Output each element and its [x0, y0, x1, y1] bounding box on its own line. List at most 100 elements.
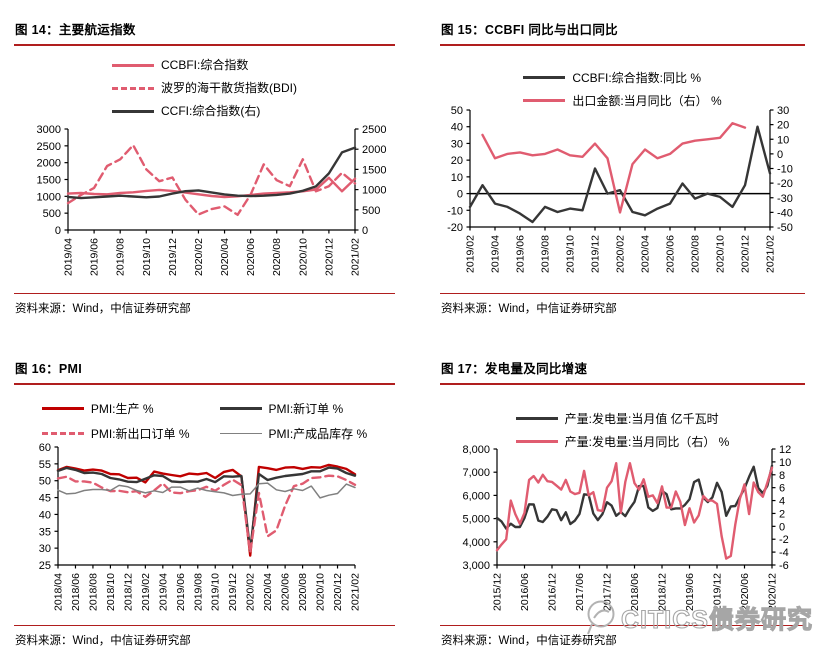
figure-17-title: 图 17：发电量及同比增速	[440, 358, 805, 385]
svg-text:500: 500	[43, 208, 61, 220]
legend-item: CCBFI:综合指数	[112, 58, 248, 72]
legend-item: 出口金额:当月同比（右） %	[523, 94, 722, 108]
legend-item: PMI:新出口订单 %	[41, 427, 190, 441]
figure-16-line-chart: 60 55 50 45 40 35 30 25 2018/04 2018/06 2018/08 201…	[14, 441, 395, 630]
svg-text:2019/12: 2019/12	[167, 238, 179, 276]
svg-text:-10: -10	[447, 205, 463, 217]
svg-text:6: 6	[779, 483, 785, 495]
svg-text:2500: 2500	[37, 141, 61, 153]
svg-text:2020/02: 2020/02	[615, 235, 627, 273]
svg-text:-10: -10	[777, 164, 793, 176]
legend-label: CCBFI:综合指数:同比 %	[572, 70, 702, 85]
svg-text:2020/04: 2020/04	[262, 573, 274, 611]
svg-text:2019/02: 2019/02	[465, 235, 477, 273]
svg-text:30: 30	[777, 105, 789, 117]
svg-text:-2: -2	[779, 534, 789, 546]
chart-canvas: 3000 2500 2000 1500 1000 500 0 2500 2000 1500 1000…	[37, 124, 387, 276]
svg-text:2020/10: 2020/10	[315, 573, 327, 611]
svg-text:2018/12: 2018/12	[657, 573, 669, 611]
svg-text:45: 45	[39, 493, 51, 505]
figure-16-panel: 图 16：PMI PMI:生产 % PMI:新订单 % PMI:新出口订单 % PMI…	[14, 345, 395, 652]
svg-text:1500: 1500	[37, 175, 61, 187]
svg-text:2000: 2000	[362, 144, 386, 156]
svg-text:2019/06: 2019/06	[684, 573, 696, 611]
legend-item: PMI:新订单 %	[219, 401, 368, 416]
figure-14-legend: CCBFI:综合指数 波罗的海干散货指数(BDI) CCFI:综合指数(右)	[14, 58, 395, 118]
svg-text:0: 0	[779, 521, 785, 533]
svg-text:2019/08: 2019/08	[115, 238, 127, 276]
svg-text:2020/04: 2020/04	[219, 238, 231, 276]
source-divider	[440, 625, 805, 626]
svg-text:-40: -40	[777, 207, 793, 219]
svg-text:55: 55	[39, 459, 51, 471]
svg-text:2019/10: 2019/10	[565, 235, 577, 273]
svg-text:2021/02: 2021/02	[765, 235, 777, 273]
svg-text:2019/06: 2019/06	[515, 235, 527, 273]
svg-text:2020/08: 2020/08	[690, 235, 702, 273]
citics-watermark: CITICS债券研究	[584, 599, 813, 637]
svg-text:2016/06: 2016/06	[519, 573, 531, 611]
figure-14-panel: 图 14：主要航运指数 CCBFI:综合指数 波罗的海干散货指数(BDI) CCFI…	[14, 6, 395, 318]
source-note: 资料来源：Wind，中信证券研究部	[441, 635, 617, 647]
watermark-text: CITICS债券研究	[620, 605, 813, 634]
chart-canvas: 8,0007,0006,0005,0004,0003,000121086420-…	[462, 444, 791, 611]
svg-text:2018/06: 2018/06	[70, 573, 82, 611]
figure-14-line-chart: 3000 2500 2000 1500 1000 500 0 2500 2000 1500 1000…	[14, 114, 395, 297]
legend-line-sample	[112, 109, 154, 113]
legend-line-sample	[523, 99, 566, 102]
legend-label: PMI:生产 %	[90, 401, 154, 416]
svg-text:2019/08: 2019/08	[192, 573, 204, 611]
svg-text:1500: 1500	[362, 164, 386, 176]
svg-text:2019/12: 2019/12	[712, 573, 724, 611]
svg-text:2020/12: 2020/12	[740, 235, 752, 273]
svg-text:0: 0	[55, 225, 61, 237]
legend-line-sample	[112, 86, 154, 90]
source-note: 资料来源：Wind，中信证券研究部	[15, 303, 191, 315]
legend-line-sample	[41, 407, 84, 410]
svg-text:2020/06: 2020/06	[245, 238, 257, 276]
figure-16-legend: PMI:生产 % PMI:新订单 % PMI:新出口订单 % PMI:产成品库存 %	[14, 402, 395, 441]
legend-item: 波罗的海干散货指数(BDI)	[112, 81, 297, 95]
svg-text:2019/06: 2019/06	[175, 573, 187, 611]
legend-item: PMI:生产 %	[41, 401, 190, 416]
chart-canvas: 50403020100-10-203020100-10-20-30-40-502…	[447, 105, 793, 273]
svg-text:2018/10: 2018/10	[105, 573, 117, 611]
svg-text:2500: 2500	[362, 124, 386, 136]
source-note: 资料来源：Wind，中信证券研究部	[15, 635, 191, 647]
legend-label: CCBFI:综合指数	[161, 58, 249, 72]
legend-line-sample	[515, 440, 558, 443]
legend-item: 产量:发电量:当月值 亿千瓦时	[515, 412, 719, 426]
svg-text:4,000: 4,000	[462, 537, 490, 549]
figure-15-panel: 图 15：CCBFI 同比与出口同比 CCBFI:综合指数:同比 % 出口金额:当…	[440, 6, 805, 318]
svg-text:30: 30	[451, 138, 463, 150]
svg-text:500: 500	[362, 205, 380, 217]
svg-text:2019/04: 2019/04	[157, 573, 169, 611]
figure-17-legend: 产量:发电量:当月值 亿千瓦时 产量:发电量:当月同比（右） %	[440, 412, 805, 449]
legend-label: PMI:产成品库存 %	[268, 426, 368, 441]
source-divider	[14, 293, 395, 294]
svg-text:2019/12: 2019/12	[590, 235, 602, 273]
legend-item: PMI:产成品库存 %	[219, 426, 368, 441]
svg-text:0: 0	[457, 189, 463, 201]
svg-text:5,000: 5,000	[462, 514, 490, 526]
svg-text:2020/02: 2020/02	[193, 238, 205, 276]
svg-text:2018/06: 2018/06	[629, 573, 641, 611]
legend-line-sample	[523, 76, 566, 79]
svg-text:2020/08: 2020/08	[271, 238, 283, 276]
svg-text:2020/02: 2020/02	[245, 573, 257, 611]
svg-text:8,000: 8,000	[462, 444, 490, 456]
svg-text:2021/02: 2021/02	[350, 573, 362, 611]
svg-text:60: 60	[39, 442, 51, 454]
svg-text:2020/06: 2020/06	[280, 573, 292, 611]
svg-text:2018/08: 2018/08	[87, 573, 99, 611]
svg-text:40: 40	[451, 122, 463, 134]
svg-text:-20: -20	[447, 222, 463, 234]
svg-text:2019/10: 2019/10	[141, 238, 153, 276]
svg-text:2019/04: 2019/04	[63, 238, 75, 276]
svg-text:7,000: 7,000	[462, 467, 490, 479]
svg-text:2019/08: 2019/08	[540, 235, 552, 273]
svg-text:2019/02: 2019/02	[140, 573, 152, 611]
svg-text:2019/06: 2019/06	[89, 238, 101, 276]
legend-label: PMI:新订单 %	[268, 401, 344, 416]
